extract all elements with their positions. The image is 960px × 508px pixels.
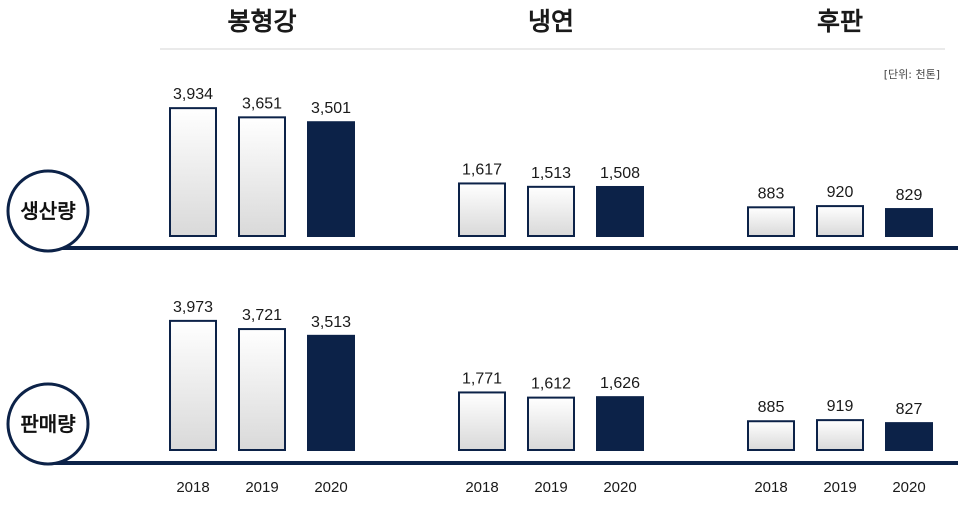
value-label-1-2-1: 919 [827, 398, 854, 415]
year-labels: 2018 2019 2020 2018 2019 2020 2018 2019 2020 [176, 479, 925, 496]
year-label-2-0: 2018 [754, 479, 787, 496]
row-label-0: 생산량 [20, 199, 76, 223]
value-label-0-1-2: 1,508 [600, 165, 640, 182]
value-label-1-0-1: 3,721 [242, 307, 282, 324]
year-label-0-0: 2018 [176, 479, 209, 496]
year-label-1-1: 2019 [534, 479, 567, 496]
bar-0-2-1 [816, 205, 864, 238]
value-label-0-2-0: 883 [758, 185, 785, 202]
bar-1-2-1 [816, 419, 864, 452]
year-label-2-1: 2019 [823, 479, 856, 496]
bar-1-2-0 [747, 420, 795, 451]
bar-1-1-0 [458, 391, 506, 452]
value-label-1-1-0: 1,771 [462, 370, 502, 387]
value-label-0-1-0: 1,617 [462, 161, 502, 178]
year-label-0-1: 2019 [245, 479, 278, 496]
group-title-0: 봉형강 [227, 7, 296, 36]
value-label-0-2-2: 829 [896, 187, 923, 204]
bar-0-1-0 [458, 182, 506, 237]
value-label-1-1-1: 1,612 [531, 376, 571, 393]
value-label-1-0-2: 3,513 [311, 314, 351, 331]
value-label-1-0-0: 3,973 [173, 299, 213, 316]
row-label-circle-1 [6, 382, 90, 466]
bar-0-2-2 [885, 208, 933, 237]
bar-0-0-0 [169, 107, 217, 237]
bar-1-2-2 [885, 422, 933, 451]
year-label-1-0: 2018 [465, 479, 498, 496]
bar-0-1-1 [527, 185, 575, 237]
value-label-0-0-1: 3,651 [242, 95, 282, 112]
group-title-1: 냉연 [528, 7, 574, 36]
bar-1-0-2 [307, 334, 355, 452]
value-label-0-0-2: 3,501 [311, 100, 351, 117]
value-label-1-2-0: 885 [758, 399, 785, 416]
bar-0-0-2 [307, 121, 355, 237]
value-label-0-1-1: 1,513 [531, 165, 571, 182]
bar-1-1-1 [527, 396, 575, 451]
bar-1-0-1 [238, 328, 286, 452]
year-label-0-2: 2020 [314, 479, 347, 496]
bars: 3,934 3,651 3,501 1,617 1,513 1,508 883 920 829 3… [169, 86, 933, 452]
value-label-1-2-2: 827 [896, 401, 923, 418]
row-label-circle-0 [6, 169, 90, 253]
bar-0-2-0 [747, 206, 795, 238]
bar-0-0-1 [238, 116, 286, 237]
value-label-0-2-1: 920 [827, 184, 854, 201]
value-label-0-0-0: 3,934 [173, 86, 213, 103]
bar-0-1-2 [596, 185, 644, 238]
bar-1-1-2 [596, 396, 644, 451]
year-label-2-2: 2020 [892, 479, 925, 496]
group-title-2: 후판 [817, 7, 863, 36]
unit-label: [단위: 천톤] [884, 67, 940, 81]
year-label-1-2: 2020 [603, 479, 636, 496]
value-label-1-1-2: 1,626 [600, 375, 640, 392]
bar-1-0-0 [169, 319, 217, 451]
row-label-1: 판매량 [20, 412, 76, 436]
